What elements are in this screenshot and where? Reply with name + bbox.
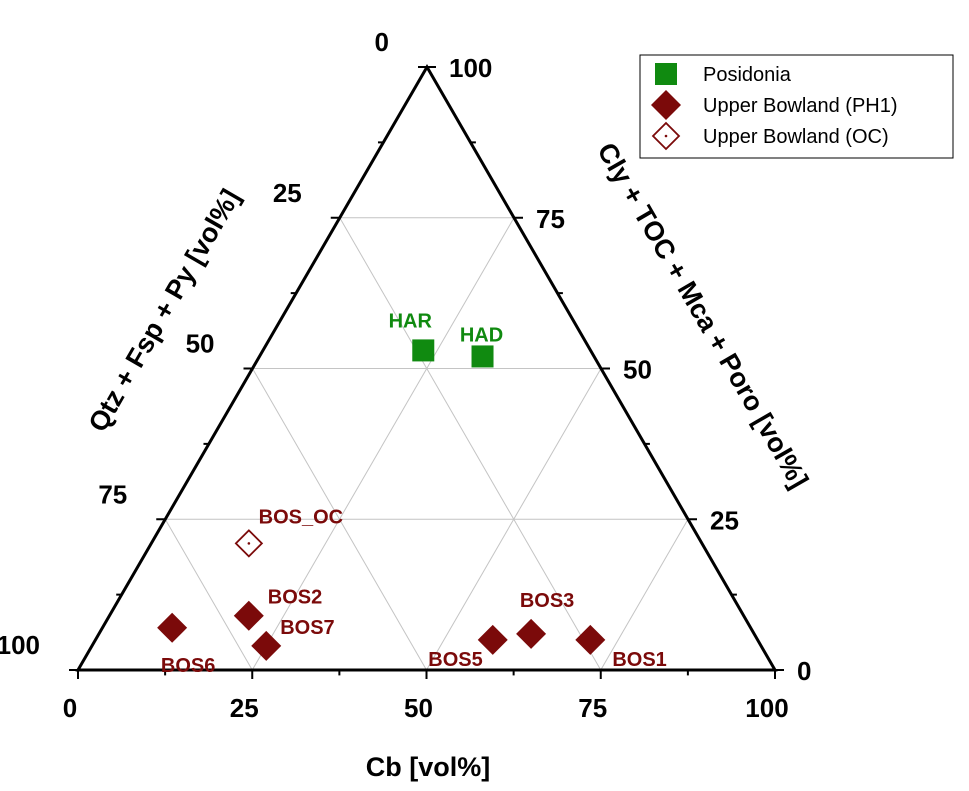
- marker-bos3: [516, 618, 547, 649]
- marker-har: [412, 339, 435, 362]
- grid-lines: [164, 217, 689, 671]
- data-point: BOS5: [428, 624, 508, 671]
- point-label: BOS7: [280, 617, 334, 639]
- point-label: BOS5: [428, 649, 482, 671]
- data-point: BOS7: [251, 617, 335, 661]
- grid-line: [339, 217, 602, 671]
- point-label: BOS1: [612, 649, 666, 671]
- bottom-tick-label: 25: [230, 693, 259, 723]
- data-point: BOS1: [575, 624, 667, 671]
- marker-bos2: [233, 600, 264, 631]
- point-label: HAR: [389, 310, 433, 332]
- marker-bos1: [575, 624, 606, 655]
- grid-line: [251, 217, 515, 671]
- legend-marker: [651, 90, 681, 120]
- grid-line: [600, 518, 689, 671]
- grid-line: [252, 368, 427, 671]
- point-label: BOS3: [520, 590, 574, 612]
- left-tick-label: 25: [273, 178, 302, 208]
- bottom-tick-label: 50: [404, 693, 433, 723]
- left-tick-label: 75: [98, 479, 127, 509]
- data-point: HAD: [460, 324, 503, 368]
- point-label: BOS_OC: [259, 506, 343, 528]
- left-tick-label: 0: [375, 27, 389, 57]
- bottom-tick-label: 75: [578, 693, 607, 723]
- marker-bos_oc-dot: [247, 542, 251, 545]
- point-label: HAD: [460, 324, 503, 346]
- legend-marker: [655, 63, 677, 85]
- left-axis-title: Qtz + Fsp + Py [vol%]: [83, 184, 246, 437]
- legend-label: Posidonia: [703, 64, 792, 86]
- data-point: HAR: [389, 310, 435, 362]
- data-point: BOS_OC: [234, 506, 343, 558]
- legend-box: [639, 54, 954, 159]
- legend: Posidonia Upper Bowland (PH1) Upper Bowlan…: [639, 54, 954, 159]
- marker-bos6: [157, 612, 188, 643]
- marker-had: [471, 345, 494, 368]
- right-tick-label: 0: [797, 656, 811, 686]
- marker-bos7: [251, 630, 282, 661]
- data-point: BOS6: [157, 612, 215, 677]
- right-tick-label: 100: [449, 53, 492, 83]
- bottom-tick-label: 100: [745, 693, 788, 723]
- right-tick-label: 75: [536, 204, 565, 234]
- data-points: HAR HAD BOS6 BOS2 BOS7 BOS5 BOS3 BOS1 BOS_OC: [157, 310, 667, 677]
- legend-label: Upper Bowland (PH1): [703, 95, 898, 117]
- left-tick-label: 50: [186, 329, 215, 359]
- point-label: BOS2: [268, 587, 322, 609]
- right-tick-label: 25: [710, 505, 739, 535]
- bottom-tick-label: 0: [63, 693, 77, 723]
- right-axis-title: Cly + TOC + Mca + Poro [vol%]: [591, 138, 814, 494]
- data-point: BOS2: [233, 587, 322, 631]
- marker-bos5: [477, 624, 508, 655]
- tick-marks: [69, 66, 784, 679]
- grid-line: [426, 368, 602, 671]
- legend-marker-dot: [664, 134, 668, 138]
- bottom-axis-title: Cb [vol%]: [366, 752, 491, 782]
- point-label: BOS6: [161, 655, 215, 677]
- data-point: BOS3: [516, 590, 574, 649]
- legend-label: Upper Bowland (OC): [703, 126, 889, 148]
- right-tick-label: 50: [623, 355, 652, 385]
- grid-line: [164, 519, 253, 671]
- left-tick-label: 100: [0, 630, 40, 660]
- tick-labels: 0 25 50 75 100 0 25 50 75 100 0 25 50 75 100: [0, 27, 811, 723]
